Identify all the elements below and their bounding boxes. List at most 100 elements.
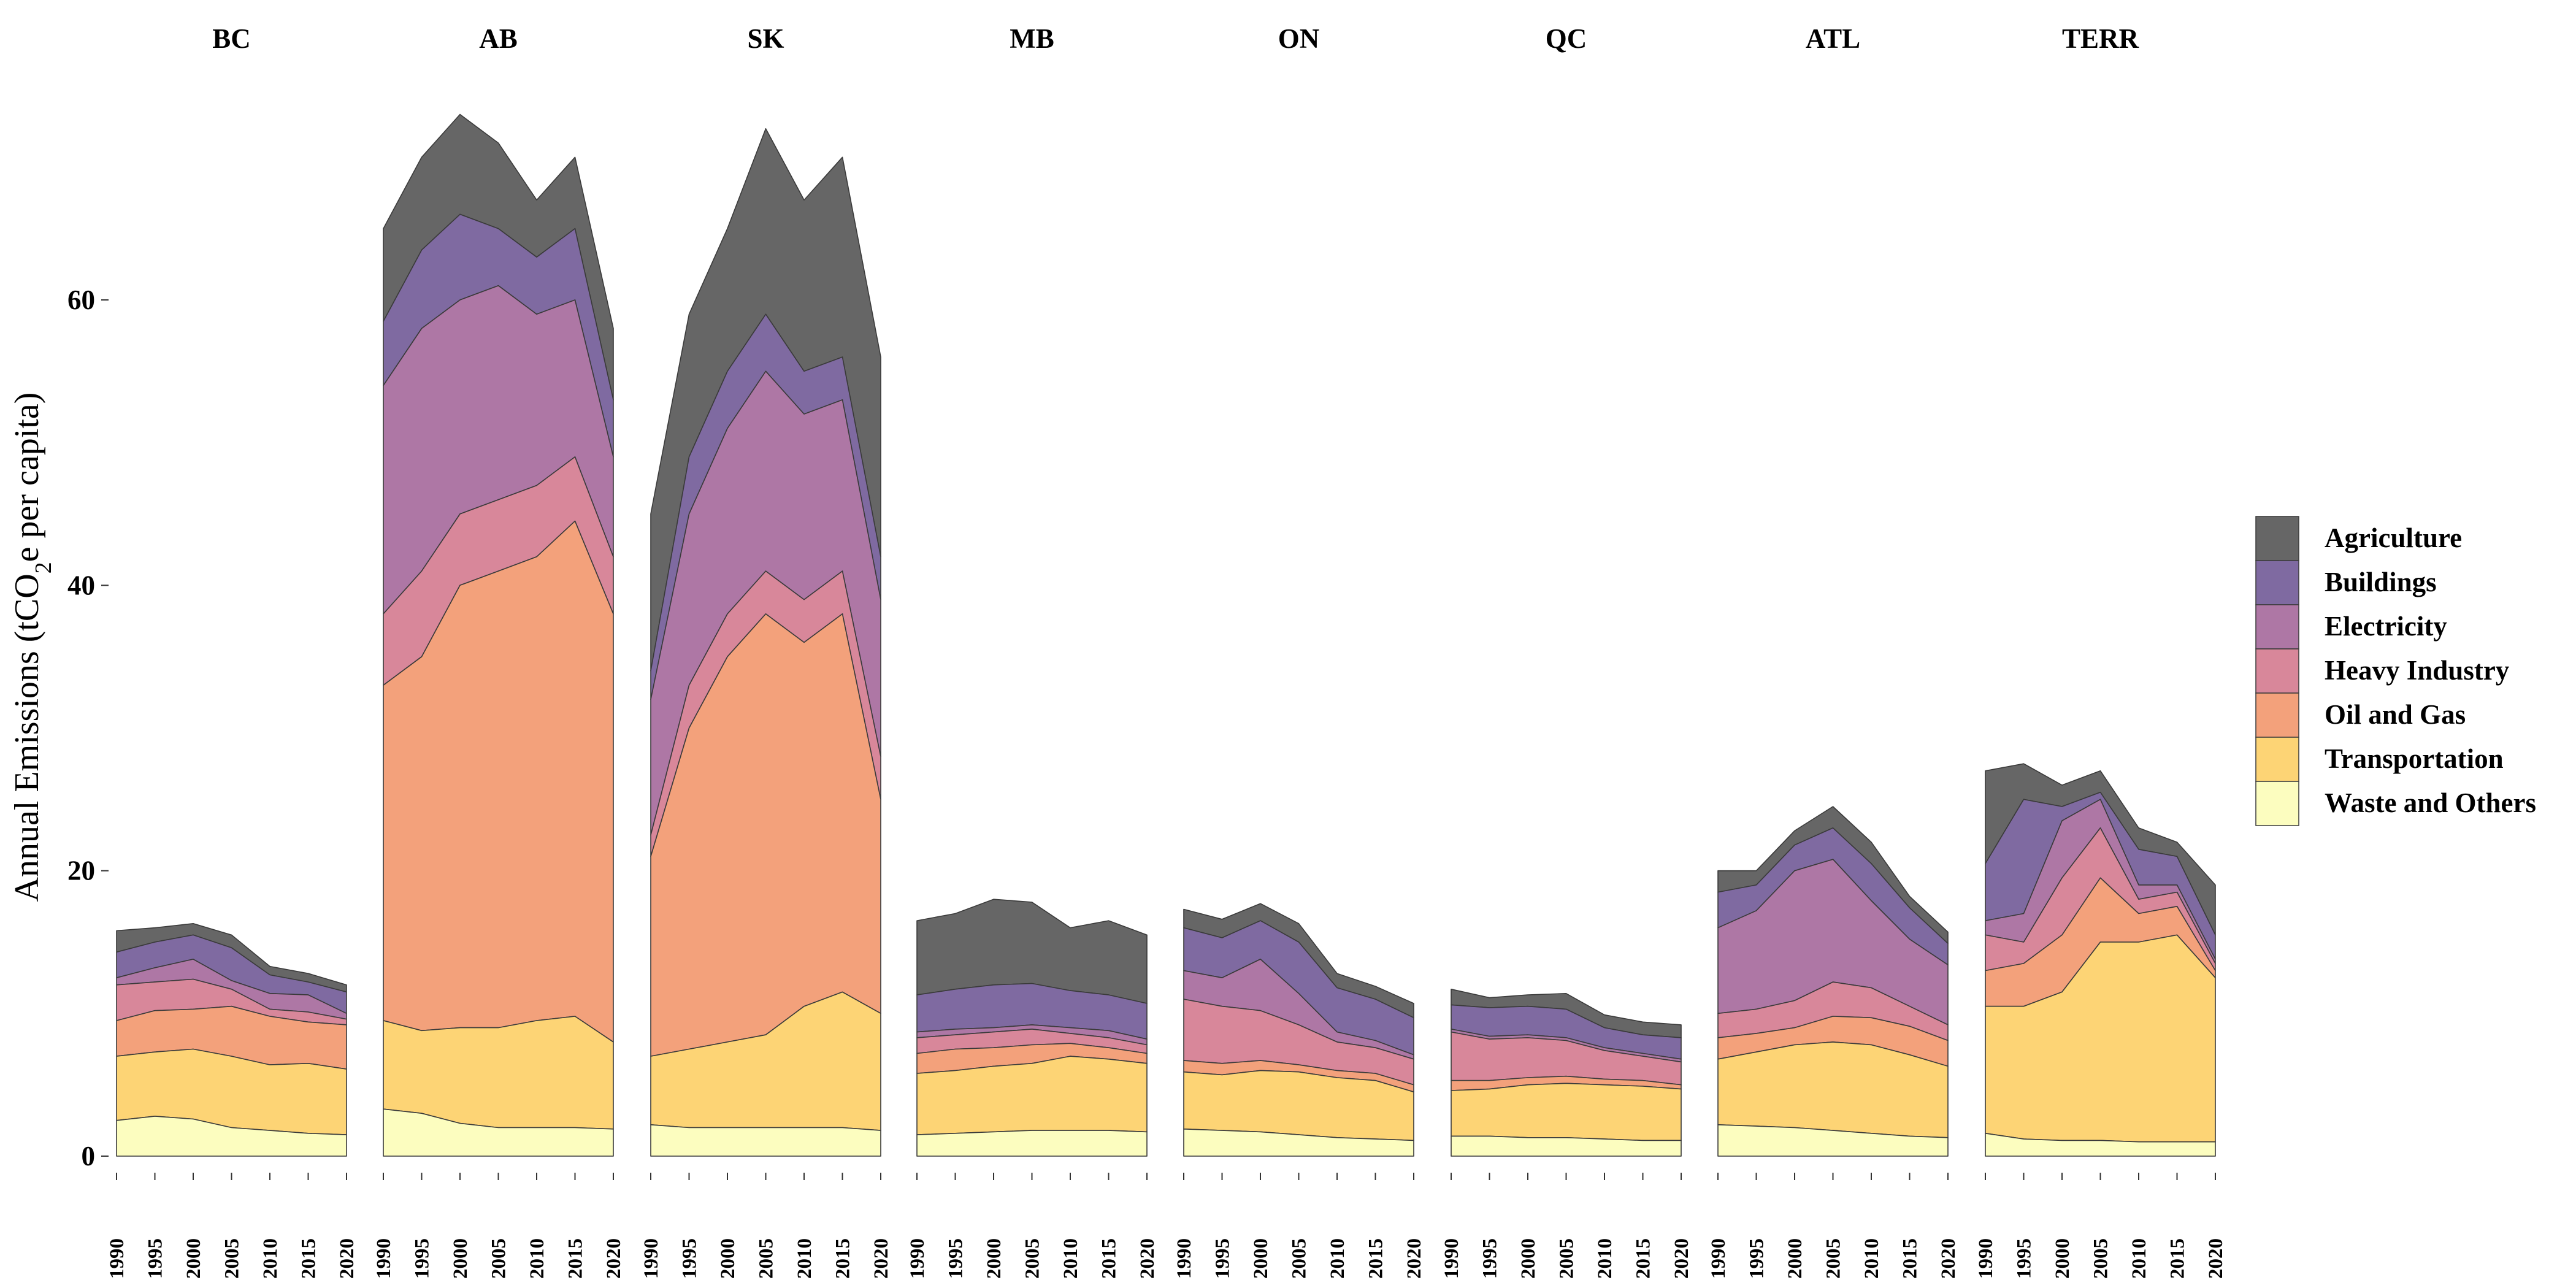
area-waste-and-others: [116, 1116, 347, 1157]
x-tick-label: 2010: [1861, 1238, 1883, 1279]
legend-label: Oil and Gas: [2325, 699, 2466, 730]
y-tick-label: 0: [82, 1141, 96, 1171]
y-tick-label: 20: [67, 856, 95, 886]
x-tick-label: 2010: [259, 1238, 282, 1279]
legend-label: Heavy Industry: [2325, 655, 2510, 686]
x-tick-label: 2010: [526, 1238, 548, 1279]
facet-title: SK: [747, 23, 784, 54]
legend-swatch: [2255, 604, 2299, 650]
x-tick-label: 2015: [1899, 1238, 1922, 1279]
legend-item-oil-and-gas: Oil and Gas: [2255, 692, 2466, 738]
x-tick-label: 2005: [756, 1238, 778, 1279]
x-tick-label: 2020: [1137, 1238, 1159, 1279]
x-tick-label: 1995: [412, 1238, 434, 1279]
x-tick-label: 2005: [488, 1238, 510, 1279]
x-tick-label: 2015: [1633, 1238, 1655, 1279]
area-waste-and-others: [1717, 1124, 1949, 1157]
x-tick-label: 2010: [1594, 1238, 1616, 1279]
legend-swatch: [2255, 781, 2299, 826]
x-tick-label: 1995: [145, 1238, 167, 1279]
x-tick-label: 2005: [1289, 1238, 1311, 1279]
y-axis: 0 20 40 60: [67, 285, 109, 1171]
x-tick-label: 2015: [832, 1238, 854, 1279]
facet-title: MB: [1010, 23, 1054, 54]
facet-title: TERR: [2062, 23, 2139, 54]
x-tick-label: 1990: [907, 1238, 929, 1279]
area-waste-and-others: [1451, 1135, 1682, 1157]
x-tick-label: 2020: [870, 1238, 892, 1279]
area-transportation: [1717, 1041, 1949, 1138]
legend-item-agriculture: Agriculture: [2255, 516, 2462, 561]
facet-title: AB: [479, 23, 518, 54]
x-tick-label: 1995: [1479, 1238, 1501, 1279]
x-tick-label: 2005: [1556, 1238, 1578, 1279]
legend: Agriculture Buildings Electricity Heavy Ind…: [2255, 516, 2536, 826]
x-tick-label: 2020: [603, 1238, 625, 1279]
area-transportation: [1451, 1083, 1682, 1141]
facet-qc: QC 1990 1995 2000 2005 2010 2015 2020: [1441, 23, 1693, 1279]
x-tick-label: 2015: [1098, 1238, 1121, 1279]
legend-swatch: [2255, 692, 2299, 738]
legend-item-electricity: Electricity: [2255, 604, 2447, 650]
x-tick-label: 1995: [679, 1238, 701, 1279]
x-tick-label: 1990: [373, 1238, 395, 1279]
facet-mb: MB 1990 1995 2000 2005 2010 2015 2020: [907, 23, 1159, 1279]
y-axis-title-subscript: 2: [31, 562, 56, 573]
y-tick-label: 40: [67, 570, 95, 600]
x-tick-label: 2000: [450, 1238, 472, 1279]
legend-item-heavy-industry: Heavy Industry: [2255, 648, 2510, 694]
x-tick-label: 2020: [1938, 1238, 1960, 1279]
legend-item-waste-and-others: Waste and Others: [2255, 781, 2536, 826]
y-axis-title: Annual Emissions (tCO2e per capita): [8, 393, 56, 902]
legend-label: Electricity: [2325, 611, 2447, 642]
area-transportation: [383, 1016, 614, 1130]
legend-label: Agriculture: [2325, 523, 2462, 553]
facet-terr: TERR 1990 1995 2000 2005 2010 2015 2020: [1975, 23, 2227, 1279]
x-tick-label: 1990: [1441, 1238, 1463, 1279]
legend-swatch: [2255, 516, 2299, 561]
area-waste-and-others: [383, 1108, 614, 1157]
legend-swatch: [2255, 737, 2299, 782]
x-tick-label: 1995: [2014, 1238, 2036, 1279]
legend-swatch: [2255, 560, 2299, 605]
x-tick-label: 2015: [1365, 1238, 1387, 1279]
x-tick-label: 2010: [1060, 1238, 1082, 1279]
x-tick-label: 2000: [183, 1238, 205, 1279]
legend-item-transportation: Transportation: [2255, 737, 2504, 782]
facet-title: ATL: [1806, 23, 1860, 54]
x-tick-label: 2010: [2128, 1238, 2150, 1279]
x-tick-label: 2000: [1784, 1238, 1806, 1279]
x-tick-label: 1990: [1975, 1238, 1997, 1279]
x-tick-label: 1990: [1173, 1238, 1195, 1279]
x-tick-label: 2015: [2167, 1238, 2189, 1279]
facet-on: ON 1990 1995 2000 2005 2010 2015 2020: [1173, 23, 1425, 1279]
facet-title: ON: [1278, 23, 1320, 54]
x-tick-label: 1990: [1708, 1238, 1730, 1279]
x-tick-label: 2020: [1671, 1238, 1693, 1279]
x-tick-label: 2010: [1327, 1238, 1349, 1279]
x-tick-label: 2005: [221, 1238, 243, 1279]
x-tick-label: 2020: [336, 1238, 358, 1279]
y-tick-label: 60: [67, 285, 95, 315]
x-tick-label: 1995: [945, 1238, 967, 1279]
facet-title: QC: [1546, 23, 1587, 54]
x-tick-label: 1990: [106, 1238, 128, 1279]
x-tick-label: 2000: [2052, 1238, 2074, 1279]
legend-swatch: [2255, 648, 2299, 694]
x-tick-label: 2005: [1022, 1238, 1044, 1279]
x-tick-label: 1995: [1746, 1238, 1768, 1279]
facet-atl: ATL 1990 1995 2000 2005 2010 2015 2020: [1708, 23, 1960, 1279]
x-tick-label: 1990: [640, 1238, 662, 1279]
x-tick-label: 2000: [717, 1238, 739, 1279]
x-tick-label: 2020: [2205, 1238, 2227, 1279]
x-tick-label: 2000: [1517, 1238, 1539, 1279]
x-tick-label: 2020: [1403, 1238, 1425, 1279]
y-axis-title-tail: e per capita): [8, 393, 46, 562]
x-tick-label: 2000: [1250, 1238, 1272, 1279]
x-tick-label: 1995: [1212, 1238, 1234, 1279]
x-tick-label: 2000: [983, 1238, 1005, 1279]
x-tick-label: 2010: [794, 1238, 816, 1279]
legend-label: Buildings: [2325, 567, 2437, 597]
facets-group: BC 1990 1995 2000 2005 2010 2015 2020 AB 1990 1995…: [106, 23, 2227, 1279]
